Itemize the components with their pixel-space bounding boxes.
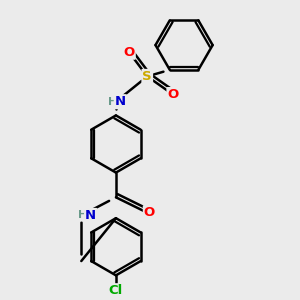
Text: N: N — [115, 95, 126, 108]
Text: H: H — [108, 97, 117, 107]
Text: N: N — [85, 209, 96, 222]
Text: S: S — [142, 70, 152, 83]
Text: O: O — [144, 206, 155, 219]
Text: Cl: Cl — [109, 284, 123, 297]
Text: O: O — [124, 46, 135, 59]
Text: O: O — [167, 88, 179, 101]
Text: H: H — [78, 210, 88, 220]
